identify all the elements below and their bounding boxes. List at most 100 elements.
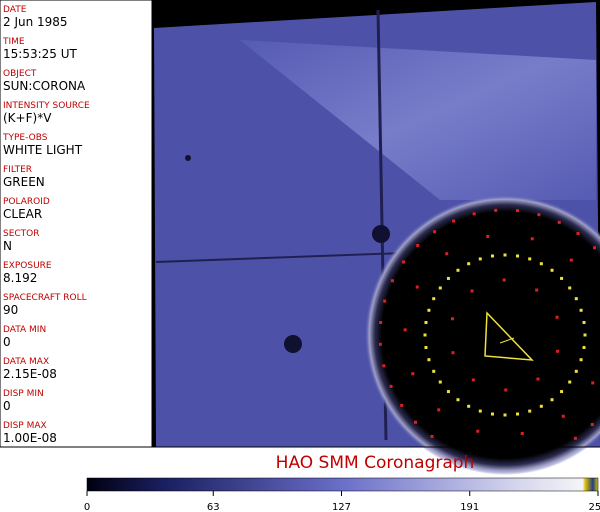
marker-dot	[478, 409, 482, 413]
field-label: DATE	[3, 5, 27, 15]
field-value: 1.00E-08	[3, 431, 57, 445]
marker-dot	[503, 253, 507, 257]
field-label: DISP MAX	[3, 421, 47, 431]
marker-dot	[438, 380, 442, 384]
marker-dot	[568, 286, 572, 290]
title: HAO SMM Coronagraph	[276, 453, 475, 473]
marker-dot	[560, 276, 564, 280]
field-label: SPACECRAFT ROLL	[3, 293, 87, 303]
marker-dot	[579, 308, 583, 312]
field-label: OBJECT	[3, 69, 37, 79]
field-value: GREEN	[3, 175, 45, 189]
marker-dot	[535, 288, 539, 292]
marker-dot	[573, 436, 577, 440]
colorbar-tick-label: 0	[84, 502, 90, 512]
dark-spot	[284, 335, 302, 353]
marker-dot	[579, 358, 583, 362]
field-label: INTENSITY SOURCE	[3, 101, 90, 111]
marker-dot	[433, 230, 437, 234]
marker-dot	[446, 276, 450, 280]
marker-dot	[530, 237, 534, 241]
field-label: DISP MIN	[3, 389, 44, 399]
marker-dot	[471, 378, 475, 382]
field-value: 2 Jun 1985	[3, 15, 68, 29]
colorbar-tick-label: 63	[207, 502, 220, 512]
field-label: DATA MAX	[3, 357, 49, 367]
marker-dot	[427, 308, 431, 312]
marker-dot	[437, 408, 441, 412]
marker-dot	[379, 321, 383, 325]
marker-dot	[456, 268, 460, 272]
field-value: 2.15E-08	[3, 367, 57, 381]
marker-dot	[467, 404, 471, 408]
marker-dot	[528, 257, 532, 261]
field-label: TYPE-OBS	[2, 133, 48, 143]
marker-dot	[432, 369, 436, 373]
marker-dot	[556, 349, 560, 353]
marker-dot	[515, 209, 519, 213]
marker-dot	[539, 404, 543, 408]
marker-dot	[424, 320, 428, 324]
colorbar-tick-label: 127	[332, 502, 351, 512]
marker-dot	[472, 212, 476, 216]
marker-dot	[583, 333, 587, 337]
marker-dot	[470, 289, 474, 293]
marker-dot	[504, 388, 508, 392]
field-label: EXPOSURE	[3, 261, 52, 271]
field-value: 15:53:25 UT	[3, 47, 77, 61]
marker-dot	[452, 219, 456, 223]
marker-dot	[555, 315, 559, 319]
corona-streamer	[240, 40, 596, 200]
marker-dot	[550, 268, 554, 272]
marker-dot	[503, 413, 507, 417]
marker-dot	[490, 412, 494, 416]
marker-dot	[456, 398, 460, 402]
marker-dot	[560, 390, 564, 394]
marker-dot	[467, 262, 471, 266]
colorbar-tick-label: 255	[588, 502, 600, 512]
marker-dot	[390, 279, 394, 283]
marker-dot	[451, 351, 455, 355]
colorbar	[86, 477, 599, 492]
marker-dot	[561, 414, 565, 418]
marker-dot	[591, 381, 595, 385]
marker-dot	[427, 358, 431, 362]
marker-dot	[438, 286, 442, 290]
occulter	[383, 213, 600, 457]
field-value: CLEAR	[3, 207, 42, 221]
marker-dot	[389, 384, 393, 388]
marker-dot	[423, 333, 427, 337]
marker-dot	[413, 420, 417, 424]
marker-dot	[582, 346, 586, 350]
field-value: WHITE LIGHT	[3, 143, 83, 157]
marker-dot	[416, 243, 420, 247]
marker-dot	[582, 320, 586, 324]
field-label: FILTER	[3, 165, 32, 175]
marker-dot	[574, 369, 578, 373]
marker-dot	[494, 208, 498, 212]
info-panel	[0, 0, 153, 448]
field-label: TIME	[2, 37, 25, 47]
marker-dot	[400, 403, 404, 407]
marker-dot	[528, 409, 532, 413]
marker-dot	[403, 328, 407, 332]
dark-spot	[372, 225, 390, 243]
marker-dot	[486, 234, 490, 238]
marker-dot	[432, 297, 436, 301]
marker-dot	[593, 246, 597, 250]
marker-dot	[415, 285, 419, 289]
marker-dot	[445, 252, 449, 256]
marker-dot	[411, 372, 415, 376]
marker-dot	[378, 342, 382, 346]
marker-dot	[516, 254, 520, 258]
marker-dot	[574, 297, 578, 301]
marker-dot	[520, 432, 524, 436]
sun-marker	[484, 311, 534, 361]
field-value: 8.192	[3, 271, 37, 285]
marker-dot	[557, 220, 561, 224]
field-label: POLAROID	[3, 197, 50, 207]
marker-dot	[478, 257, 482, 261]
marker-dot	[490, 254, 494, 258]
marker-dot	[402, 260, 406, 264]
